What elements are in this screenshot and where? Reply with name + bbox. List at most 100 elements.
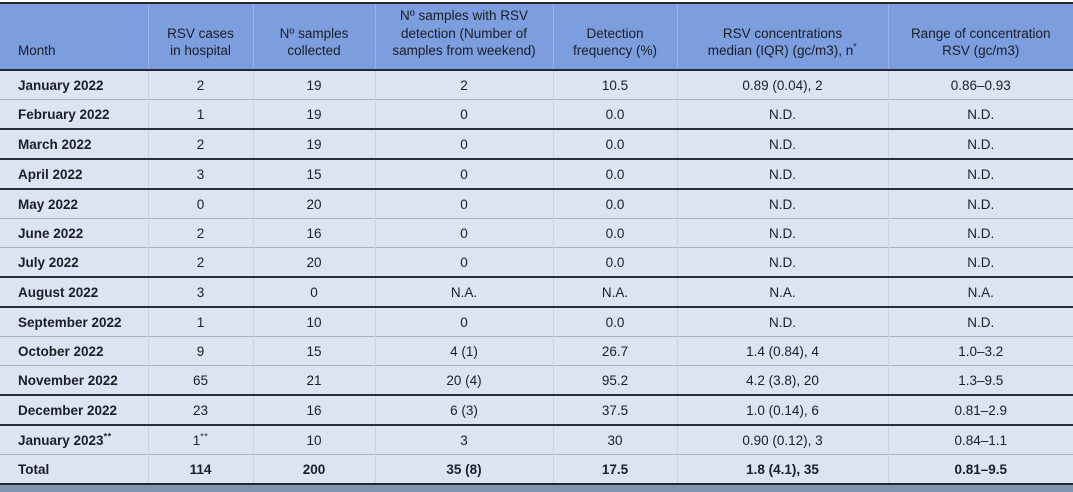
month-label: October 2022	[18, 343, 104, 359]
rsv-cases-cell: 1**	[147, 425, 253, 455]
rsv-cases-cell: 2	[147, 247, 253, 277]
month-cell: December 2022	[0, 395, 148, 425]
samples-with-detection-cell: 6 (3)	[374, 395, 553, 425]
detection-frequency-cell: 0.0	[552, 189, 677, 219]
table-row: Total 114 200 35 (8) 17.5 1.8 (4.1), 35 …	[0, 454, 1073, 485]
detection-frequency-cell: 0.0	[552, 159, 677, 189]
table-row: August 2022 3 0 N.A. N.A. N.A. N.A.	[0, 277, 1073, 307]
samples-with-detection-cell: 2	[374, 70, 553, 100]
month-cell: Total	[0, 455, 148, 485]
concentration-cell: 1.8 (4.1), 35	[676, 454, 888, 484]
table-top-rule	[0, 2, 1073, 4]
rsv-cases-cell: 114	[147, 454, 253, 484]
header-label: RSV (gc/m3)	[942, 43, 1020, 59]
detection-frequency-cell: 17.5	[552, 454, 677, 484]
month-label: Total	[18, 461, 50, 477]
header-label: Range of concentration	[910, 25, 1051, 41]
header-label-text: median (IQR) (gc/m3), n	[707, 43, 854, 59]
table-row: July 2022 2 20 0 0.0 N.D. N.D.	[0, 247, 1073, 277]
concentration-range-cell: N.D.	[887, 159, 1073, 189]
cases-value: 3	[196, 166, 205, 182]
cases-value: 23	[192, 402, 209, 418]
samples-collected-cell: 19	[252, 70, 375, 100]
month-cell: April 2022	[0, 159, 148, 189]
detection-frequency-cell: 95.2	[552, 365, 677, 395]
samples-collected-cell: 15	[252, 159, 375, 189]
rsv-cases-cell: 0	[147, 189, 253, 219]
concentration-range-cell: 0.84–1.1	[887, 425, 1073, 455]
cases-value: 65	[192, 372, 209, 388]
month-cell: February 2022	[0, 100, 148, 130]
month-cell: March 2022	[0, 129, 148, 159]
concentration-cell: 0.89 (0.04), 2	[676, 70, 888, 100]
samples-with-detection-cell: 0	[374, 218, 553, 248]
concentration-cell: N.D.	[676, 189, 888, 219]
header-month: Month	[0, 4, 148, 70]
cases-value: 0	[196, 196, 205, 212]
header-label: Month	[18, 43, 56, 59]
rsv-surveillance-table: Month RSV cases in hospital Nº samples c…	[0, 4, 1073, 485]
detection-frequency-cell: 0.0	[552, 307, 677, 337]
concentration-cell: N.A.	[676, 277, 888, 307]
table-row: February 2022 1 19 0 0.0 N.D. N.D.	[0, 99, 1073, 130]
samples-with-detection-cell: 0	[374, 307, 553, 337]
table-row: March 2022 2 19 0 0.0 N.D. N.D.	[0, 129, 1073, 159]
concentration-cell: N.D.	[676, 99, 888, 129]
detection-frequency-cell: 0.0	[552, 99, 677, 129]
concentration-range-cell: 0.81–9.5	[887, 454, 1073, 484]
concentration-cell: 1.0 (0.14), 6	[676, 395, 888, 425]
header-samples-with-detection: Nº samples with RSV detection (Number of…	[374, 4, 553, 70]
samples-collected-cell: 20	[252, 247, 375, 277]
month-label: November 2022	[18, 372, 118, 388]
detection-frequency-cell: N.A.	[552, 277, 677, 307]
header-label: RSV cases	[167, 25, 234, 41]
header-label: Detection	[586, 25, 644, 41]
header-label: detection (Number of	[400, 25, 528, 41]
month-label: August 2022	[18, 284, 99, 300]
month-label: December 2022	[18, 402, 118, 418]
header-label: median (IQR) (gc/m3), n*	[682, 42, 884, 60]
cases-value: 1	[196, 106, 205, 122]
table-row: May 2022 0 20 0 0.0 N.D. N.D.	[0, 189, 1073, 219]
footnote-marker: **	[103, 431, 112, 441]
rsv-cases-cell: 1	[147, 99, 253, 129]
footnote-marker: **	[200, 431, 209, 441]
concentration-cell: 1.4 (0.84), 4	[676, 336, 888, 366]
header-label: samples from weekend)	[392, 43, 536, 59]
rsv-cases-cell: 2	[147, 218, 253, 248]
concentration-range-cell: N.D.	[887, 247, 1073, 277]
concentration-cell: N.D.	[676, 247, 888, 277]
detection-frequency-cell: 10.5	[552, 70, 677, 100]
rsv-cases-cell: 1	[147, 307, 253, 337]
samples-collected-cell: 10	[252, 307, 375, 337]
header-label: Nº samples	[279, 25, 349, 41]
table-header: Month RSV cases in hospital Nº samples c…	[0, 4, 1073, 70]
month-cell: June 2022	[0, 219, 148, 248]
rsv-cases-cell: 9	[147, 336, 253, 366]
detection-frequency-cell: 0.0	[552, 218, 677, 248]
month-label: January 2023	[18, 432, 104, 448]
concentration-cell: N.D.	[676, 129, 888, 159]
concentration-range-cell: N.D.	[887, 99, 1073, 129]
header-rsv-concentration: RSV concentrations median (IQR) (gc/m3),…	[676, 4, 888, 70]
concentration-cell: N.D.	[676, 218, 888, 248]
month-label: April 2022	[18, 166, 83, 182]
samples-with-detection-cell: 35 (8)	[374, 454, 553, 484]
month-cell: October 2022	[0, 337, 148, 366]
samples-collected-cell: 16	[252, 218, 375, 248]
detection-frequency-cell: 26.7	[552, 336, 677, 366]
concentration-range-cell: 0.86–0.93	[887, 70, 1073, 100]
month-cell: November 2022	[0, 366, 148, 396]
concentration-range-cell: N.D.	[887, 307, 1073, 337]
header-samples-collected: Nº samples collected	[252, 4, 375, 70]
samples-collected-cell: 10	[252, 425, 375, 455]
cases-value: 3	[196, 284, 205, 300]
samples-collected-cell: 15	[252, 336, 375, 366]
header-concentration-range: Range of concentration RSV (gc/m3)	[887, 4, 1073, 70]
month-label: June 2022	[18, 225, 84, 241]
concentration-cell: N.D.	[676, 159, 888, 189]
rsv-cases-cell: 23	[147, 395, 253, 425]
header-label: collected	[287, 43, 341, 59]
samples-with-detection-cell: 4 (1)	[374, 336, 553, 366]
